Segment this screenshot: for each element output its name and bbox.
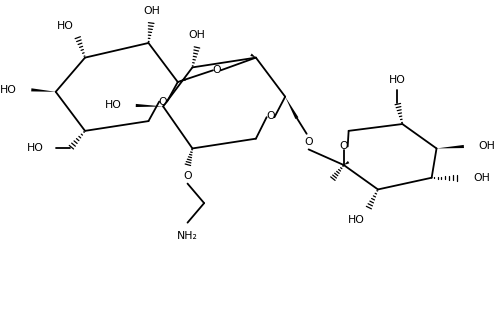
Text: O: O: [340, 142, 348, 152]
Text: OH: OH: [474, 173, 490, 183]
Text: OH: OH: [143, 6, 160, 16]
Text: O: O: [266, 111, 275, 121]
Text: NH₂: NH₂: [177, 231, 198, 241]
Text: HO: HO: [105, 101, 122, 111]
Text: OH: OH: [189, 30, 206, 40]
Polygon shape: [436, 145, 464, 149]
Text: O: O: [183, 171, 192, 181]
Text: HO: HO: [27, 144, 44, 154]
Text: HO: HO: [348, 215, 365, 225]
Text: OH: OH: [478, 142, 496, 152]
Text: HO: HO: [389, 75, 406, 85]
Text: O: O: [304, 137, 313, 147]
Text: HO: HO: [57, 21, 74, 31]
Polygon shape: [31, 88, 56, 92]
Polygon shape: [136, 104, 163, 107]
Polygon shape: [178, 78, 186, 82]
Text: O: O: [212, 65, 221, 75]
Polygon shape: [285, 97, 298, 119]
Text: O: O: [159, 97, 168, 107]
Text: HO: HO: [0, 85, 16, 95]
Polygon shape: [250, 54, 256, 58]
Polygon shape: [344, 161, 350, 165]
